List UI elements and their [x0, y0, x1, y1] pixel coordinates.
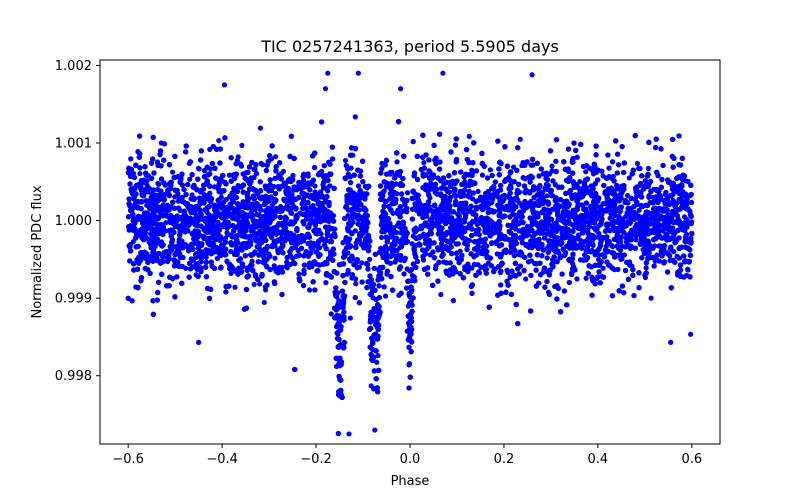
data-point [636, 207, 642, 213]
data-point [189, 192, 195, 198]
data-point [218, 242, 225, 248]
data-point [235, 154, 241, 160]
plot-area [125, 70, 695, 437]
data-point [610, 159, 616, 165]
data-point [273, 154, 279, 160]
data-point [544, 193, 550, 199]
data-point [356, 264, 362, 270]
data-point [187, 176, 193, 182]
data-point [342, 157, 349, 164]
data-point [228, 248, 234, 255]
data-point [475, 188, 481, 195]
data-point [600, 265, 606, 271]
data-point [421, 160, 427, 166]
data-point [228, 270, 234, 277]
data-point [606, 165, 612, 171]
data-point [305, 171, 311, 177]
data-point [410, 233, 416, 239]
data-point [447, 260, 453, 266]
data-point [645, 165, 651, 172]
data-point [296, 271, 302, 277]
data-point [574, 154, 580, 160]
data-point [626, 175, 632, 181]
data-point [621, 252, 628, 258]
data-point [163, 220, 169, 226]
data-point [258, 160, 264, 167]
data-point [634, 160, 641, 167]
data-point [328, 311, 334, 317]
data-point [216, 137, 222, 144]
data-point [207, 146, 213, 152]
data-point [479, 172, 486, 178]
data-point [128, 156, 134, 162]
data-point [272, 255, 278, 261]
data-point [353, 281, 359, 287]
data-point [144, 182, 150, 189]
data-point [359, 260, 365, 266]
data-point [583, 169, 589, 175]
data-point [574, 276, 580, 282]
data-point [523, 276, 529, 282]
data-point [257, 125, 264, 131]
data-point [232, 284, 238, 290]
data-point [352, 114, 358, 120]
data-point [278, 170, 284, 177]
data-point [583, 275, 589, 281]
data-point [382, 293, 389, 299]
data-point [394, 159, 400, 165]
data-point [643, 265, 649, 271]
data-point [648, 295, 654, 301]
data-point [263, 287, 269, 293]
data-point [378, 234, 385, 241]
data-point [544, 255, 550, 261]
data-point [546, 291, 553, 298]
data-point [688, 331, 694, 337]
data-point [511, 164, 517, 170]
data-point [374, 359, 380, 365]
data-point [347, 315, 353, 321]
data-point [169, 169, 176, 175]
data-point [549, 163, 555, 169]
data-point [306, 287, 313, 293]
data-point [239, 142, 245, 148]
data-point [261, 299, 267, 306]
data-point [577, 179, 583, 185]
data-point [466, 133, 472, 139]
data-point [375, 352, 381, 359]
data-point [517, 136, 523, 142]
data-point [367, 256, 373, 262]
data-point [404, 190, 411, 196]
data-point [438, 291, 444, 298]
data-point [487, 167, 493, 173]
data-point [251, 281, 257, 287]
data-point [257, 281, 263, 287]
data-point [137, 170, 143, 177]
data-point [323, 280, 329, 286]
